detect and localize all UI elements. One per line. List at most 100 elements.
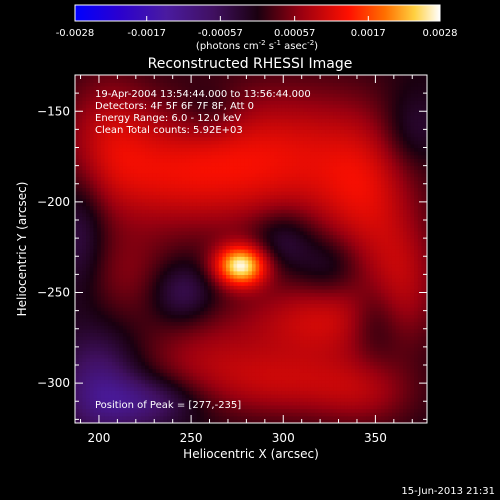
heatmap-cell [170,317,176,323]
heatmap-cell [104,361,109,366]
heatmap-cell [89,296,95,301]
heatmap-cell [178,223,183,228]
heatmap-cell [251,365,257,370]
heatmap-cell [156,241,161,246]
heatmap-cell [251,270,257,275]
heatmap-cell [244,350,249,355]
heatmap-cell [126,343,131,348]
heatmap-cell [215,234,220,239]
heatmap-cell [248,169,253,174]
heatmap-cell [86,78,91,83]
heatmap-cell [181,317,187,323]
heatmap-cell [181,397,187,402]
heatmap-cell [97,191,102,196]
heatmap-cell [152,133,157,138]
heatmap-cell [126,419,131,423]
heatmap-cell [93,408,98,413]
heatmap-cell [133,339,139,344]
heatmap-cell [75,314,80,319]
heatmap-cell [104,158,109,163]
heatmap-cell [226,288,231,294]
heatmap-cell [108,133,113,138]
heatmap-cell [229,288,235,294]
heatmap-cell [111,122,117,127]
heatmap-cell [196,172,201,178]
heatmap-cell [163,412,168,417]
heatmap-cell [237,169,242,174]
heatmap-cell [189,339,194,344]
heatmap-cell [82,361,87,366]
heatmap-cell [259,140,264,145]
heatmap-cell [204,230,209,236]
heatmap-cell [200,78,205,83]
heatmap-cell [119,227,124,232]
heatmap-cell [75,270,80,275]
heatmap-cell [156,75,161,80]
heatmap-cell [137,303,142,308]
heatmap-cell [185,234,190,239]
heatmap-cell [86,165,91,170]
heatmap-cell [207,162,212,167]
heatmap-cell [111,96,117,101]
heatmap-cell [133,107,139,112]
heatmap-cell [82,216,87,221]
heatmap-cell [233,107,238,112]
heatmap-cell [167,375,172,381]
heatmap-cell [152,165,157,170]
heatmap-cell [181,401,187,406]
heatmap-cell [137,180,142,185]
heatmap-cell [78,172,83,178]
heatmap-cell [178,303,183,308]
heatmap-cell [222,100,227,105]
heatmap-cell [141,176,146,181]
heatmap-cell [104,143,109,149]
heatmap-cell [78,241,83,246]
heatmap-cell [262,321,268,326]
heatmap-cell [159,169,165,174]
heatmap-cell [196,169,201,174]
heatmap-cell [215,129,220,134]
heatmap-cell [192,169,198,174]
heatmap-cell [233,390,238,395]
heatmap-cell [108,325,113,330]
heatmap-cell [122,205,128,210]
heatmap-cell [200,325,205,330]
heatmap-cell [89,154,95,159]
heatmap-cell [255,93,260,98]
heatmap-cell [156,278,161,283]
heatmap-cell [86,365,91,370]
heatmap-cell [141,339,146,344]
heatmap-cell [104,151,109,156]
heatmap-cell [130,278,135,283]
heatmap-cell [97,368,102,373]
heatmap-cell [174,274,179,279]
heatmap-cell [218,96,224,101]
heatmap-cell [251,343,257,348]
heatmap-cell [233,162,238,167]
heatmap-cell [89,198,95,203]
heatmap-cell [108,96,113,101]
heatmap-cell [126,263,131,268]
heatmap-cell [152,216,157,221]
heatmap-cell [222,223,227,228]
heatmap-cell [218,93,224,98]
heatmap-cell [137,176,142,181]
heatmap-cell [181,162,187,167]
heatmap-cell [240,357,246,362]
heatmap-cell [156,354,161,359]
heatmap-cell [229,375,235,381]
heatmap-cell [111,419,117,423]
heatmap-cell [122,162,128,167]
heatmap-cell [222,354,227,359]
heatmap-cell [86,386,91,391]
heatmap-cell [145,401,150,406]
heatmap-cell [141,198,146,203]
heatmap-cell [156,151,161,156]
heatmap-cell [211,368,216,373]
heatmap-cell [89,285,95,290]
heatmap-cell [251,180,257,185]
heatmap-cell [159,162,165,167]
heatmap-cell [108,147,113,152]
heatmap-cell [248,249,253,254]
heatmap-cell [159,325,165,330]
